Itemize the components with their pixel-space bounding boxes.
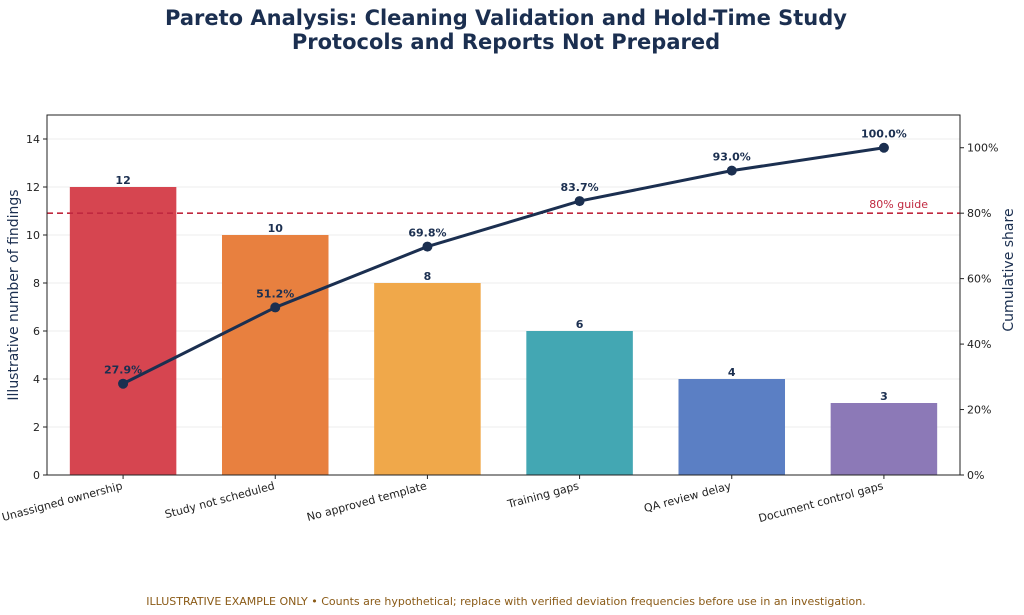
bar (221, 235, 329, 475)
x-tick-label: No approved template (305, 479, 428, 524)
bar (374, 283, 481, 475)
guide-label: 80% guide (869, 198, 928, 211)
cumulative-point (270, 302, 281, 313)
plot-frame (46, 114, 961, 476)
y2-tick-label: 0% (967, 469, 984, 482)
chart-title: Pareto Analysis: Cleaning Validation and… (0, 6, 1012, 54)
grid-layer (47, 138, 960, 476)
y2-tick-label: 40% (967, 338, 991, 351)
cumulative-label: 93.0% (713, 151, 751, 164)
x-tick-label: Document control gaps (757, 479, 885, 525)
x-tick-label: QA review delay (643, 479, 733, 515)
cumulative-label: 51.2% (256, 287, 294, 300)
bar-value-label: 10 (268, 222, 284, 235)
x-tick-label: Study not scheduled (163, 479, 276, 521)
y-tick-label: 14 (26, 133, 40, 146)
y-tick-label: 6 (33, 325, 40, 338)
y2-tick-label: 80% (967, 207, 991, 220)
y-tick-label: 10 (26, 229, 40, 242)
cumulative-line-layer: 27.9% 51.2% 69.8% 83.7% 93.0% 100.0% (104, 128, 907, 389)
y2-tick-label: 100% (967, 142, 998, 155)
y-tick-label: 4 (33, 373, 40, 386)
bar-value-label: 12 (115, 174, 130, 187)
bar (830, 403, 938, 475)
cumulative-point (422, 241, 433, 252)
cumulative-point (574, 196, 585, 207)
bar-value-label: 4 (728, 366, 736, 379)
chart-title-line-1: Pareto Analysis: Cleaning Validation and… (165, 6, 847, 30)
y2-tick-label: 60% (967, 273, 991, 286)
bar (526, 331, 633, 475)
y2-tick-label: 20% (967, 404, 991, 417)
bar-value-label: 8 (424, 270, 432, 283)
cumulative-point (878, 142, 889, 153)
footnote: ILLUSTRATIVE EXAMPLE ONLY • Counts are h… (146, 595, 866, 608)
bar-value-label: 3 (880, 390, 888, 403)
y-tick-label: 12 (26, 181, 40, 194)
x-tick-label: Unassigned ownership (1, 479, 124, 524)
y-tick-label: 2 (33, 421, 40, 434)
bars-layer: 12 10 8 6 4 3 (69, 174, 938, 475)
y-tick-label: 8 (33, 277, 40, 290)
y-axis-label: Illustrative number of findings (6, 189, 22, 400)
bar (69, 187, 177, 475)
chart-title-line-2: Protocols and Reports Not Prepared (291, 30, 721, 54)
cumulative-label: 100.0% (861, 128, 907, 141)
cumulative-label: 69.8% (408, 227, 446, 240)
cumulative-line (122, 146, 885, 386)
bar (678, 379, 786, 475)
cumulative-label: 83.7% (560, 181, 598, 194)
x-tick-label: Training gaps (505, 479, 580, 511)
y2-axis-label: Cumulative share (1001, 208, 1017, 331)
guide-layer: 80% guide (47, 198, 960, 214)
y-tick-label: 0 (33, 469, 40, 482)
cumulative-point (726, 165, 737, 176)
cumulative-label: 27.9% (104, 364, 142, 377)
cumulative-point (118, 378, 129, 389)
bar-value-label: 6 (576, 318, 584, 331)
